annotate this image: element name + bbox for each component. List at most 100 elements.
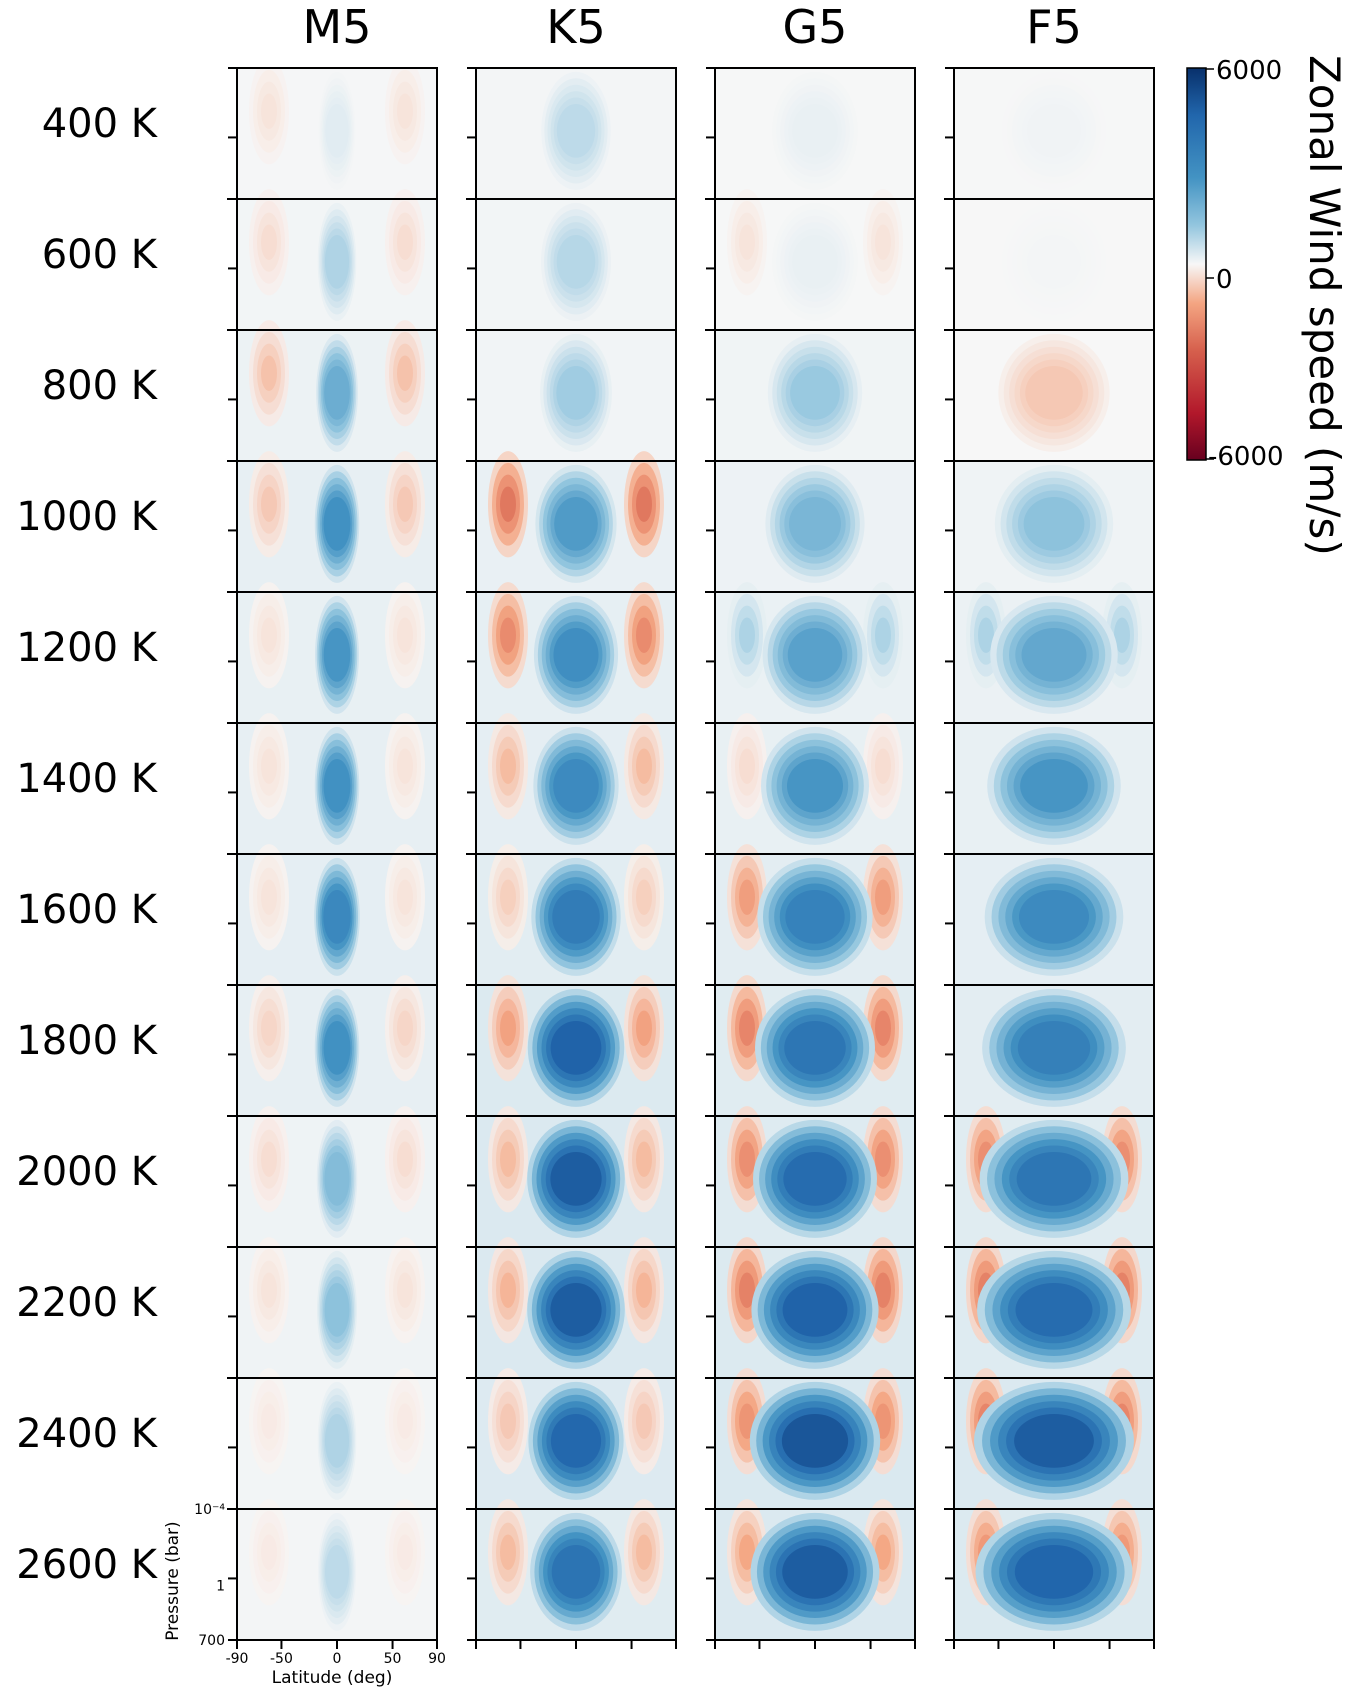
offequatorial-jet-contour <box>261 1010 277 1047</box>
y-axis-label: Pressure (bar) <box>163 1521 183 1640</box>
row-label: 1800 K <box>16 1018 159 1064</box>
offequatorial-jet-contour <box>636 1010 652 1047</box>
heatmap-panel <box>237 1237 437 1378</box>
heatmap-panel <box>954 68 1154 199</box>
offequatorial-jet-contour <box>397 486 413 523</box>
colorbar-tick-label: -6000 <box>1208 442 1284 472</box>
equatorial-jet-contour <box>324 365 350 420</box>
equatorial-jet-contour <box>551 1544 601 1599</box>
offequatorial-jet-contour <box>636 617 652 654</box>
offequatorial-jet-contour <box>875 1141 891 1178</box>
offequatorial-jet-contour <box>261 486 277 523</box>
equatorial-jet-contour <box>785 889 845 944</box>
column-title: K5 <box>546 0 605 54</box>
equatorial-jet-contour <box>323 627 351 682</box>
equatorial-jet-contour <box>324 1282 350 1337</box>
offequatorial-jet-contour <box>739 1010 755 1047</box>
offequatorial-jet-contour <box>261 224 277 261</box>
equatorial-jet-contour <box>787 627 843 682</box>
offequatorial-jet-contour <box>397 1141 413 1178</box>
column-title: F5 <box>1026 0 1082 54</box>
heatmap-panel <box>954 1237 1154 1378</box>
x-axis-label: Latitude (deg) <box>272 1668 393 1688</box>
equatorial-jet-contour <box>550 1020 602 1075</box>
heatmap-panel <box>237 582 437 723</box>
row-label: 600 K <box>42 232 159 278</box>
offequatorial-jet-contour <box>636 1141 652 1178</box>
y-tick-label: 700 <box>198 1633 225 1649</box>
heatmap-panel <box>954 330 1154 461</box>
colorbar <box>1186 67 1207 461</box>
offequatorial-jet-contour <box>261 355 277 392</box>
heatmap-panel <box>715 68 915 199</box>
bottom-margin <box>0 1640 1180 1699</box>
offequatorial-jet-contour <box>739 1534 755 1571</box>
row-label: 2600 K <box>16 1542 159 1588</box>
offequatorial-jet-contour <box>1114 617 1130 654</box>
equatorial-jet-contour <box>1026 103 1082 158</box>
equatorial-jet-contour <box>782 1544 848 1599</box>
colorbar-label: Zonal Wind speed (m/s) <box>1300 55 1349 556</box>
row-label: 800 K <box>42 363 159 409</box>
equatorial-jet-contour <box>782 1282 848 1337</box>
offequatorial-jet-contour <box>397 1010 413 1047</box>
heatmap-panel <box>954 723 1154 854</box>
offequatorial-jet-contour <box>397 617 413 654</box>
heatmap-panel <box>715 844 915 985</box>
offequatorial-jet-contour <box>500 1010 516 1047</box>
heatmap-panel <box>476 1106 676 1247</box>
equatorial-jet-contour <box>783 1151 847 1206</box>
equatorial-jet-contour <box>556 365 596 420</box>
offequatorial-jet-contour <box>397 93 413 130</box>
equatorial-jet-contour <box>324 1151 350 1206</box>
equatorial-jet-contour <box>554 496 598 551</box>
heatmap-panel <box>715 1368 915 1509</box>
heatmap-panel <box>237 1499 437 1640</box>
offequatorial-jet-contour <box>261 1403 277 1440</box>
heatmap-panel <box>476 713 676 854</box>
offequatorial-jet-contour <box>397 1534 413 1571</box>
equatorial-jet-contour <box>1026 234 1082 289</box>
equatorial-jet-contour <box>1017 1020 1091 1075</box>
equatorial-jet-contour <box>1014 1544 1094 1599</box>
equatorial-jet-contour <box>550 1282 602 1337</box>
equatorial-jet-contour <box>787 758 843 813</box>
equatorial-jet-contour <box>1023 496 1085 551</box>
heatmap-panel <box>954 1368 1154 1509</box>
equatorial-jet-contour <box>792 103 838 158</box>
y-tick-label: 1 <box>216 1579 225 1595</box>
offequatorial-jet-contour <box>875 224 891 261</box>
equatorial-jet-contour <box>789 496 841 551</box>
equatorial-jet-contour <box>1025 365 1083 420</box>
offequatorial-jet-contour <box>261 93 277 130</box>
heatmap-panel <box>715 713 915 854</box>
offequatorial-jet-contour <box>739 224 755 261</box>
offequatorial-jet-contour <box>636 879 652 916</box>
offequatorial-jet-contour <box>875 1272 891 1309</box>
equatorial-jet-contour <box>324 1413 350 1468</box>
equatorial-jet-contour <box>325 1544 349 1599</box>
panel-gap <box>1154 48 1180 1660</box>
heatmap-panel <box>237 1106 437 1247</box>
offequatorial-jet-contour <box>739 617 755 654</box>
equatorial-jet-contour <box>1016 1151 1092 1206</box>
offequatorial-jet-contour <box>875 879 891 916</box>
heatmap-panel <box>954 199 1154 330</box>
offequatorial-jet-contour <box>500 879 516 916</box>
heatmap-panel <box>476 582 676 723</box>
equatorial-jet-contour <box>1018 889 1090 944</box>
equatorial-jet-contour <box>550 1413 602 1468</box>
row-label: 2400 K <box>16 1411 159 1457</box>
panel-gap <box>0 48 237 1660</box>
equatorial-jet-contour <box>550 1151 602 1206</box>
equatorial-jet-contour <box>552 889 600 944</box>
heatmap-panel <box>476 330 676 461</box>
heatmap-panel <box>237 451 437 592</box>
offequatorial-jet-contour <box>875 1010 891 1047</box>
offequatorial-jet-contour <box>875 748 891 785</box>
offequatorial-jet-contour <box>397 879 413 916</box>
offequatorial-jet-contour <box>261 617 277 654</box>
equatorial-jet-contour <box>553 627 599 682</box>
